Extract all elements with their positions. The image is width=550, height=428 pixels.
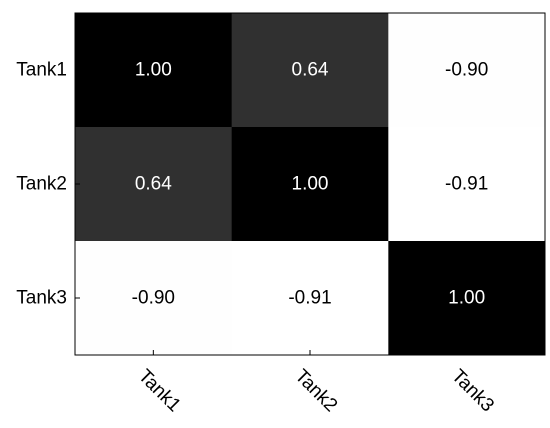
y-axis-ticks: Tank1 Tank2 Tank3 xyxy=(16,60,80,309)
y-tick-label-tank2: Tank2 xyxy=(16,174,67,195)
x-axis-ticks: Tank1 Tank2 Tank3 xyxy=(134,350,498,416)
cell-value-label: 0.64 xyxy=(135,174,172,195)
cell-value-label: 1.00 xyxy=(448,288,485,309)
heatmap-cell-labels: 1.00 0.64 -0.90 0.64 1.00 -0.91 -0.90 -0.91 1.00 xyxy=(132,60,489,309)
cell-value-label: -0.91 xyxy=(288,288,331,309)
heatmap-cell-tank1-tank2 xyxy=(231,13,389,128)
cell-value-label: 1.00 xyxy=(292,174,329,195)
heatmap-cells xyxy=(75,13,546,356)
heatmap-cell-tank2-tank2 xyxy=(231,127,389,242)
y-tick-label-tank3: Tank3 xyxy=(16,288,67,309)
cell-value-label: 0.64 xyxy=(292,60,329,81)
x-tick-label-tank3: Tank3 xyxy=(447,366,498,417)
cell-value-label: -0.91 xyxy=(445,174,488,195)
heatmap-cell-tank3-tank3 xyxy=(388,241,546,356)
heatmap-cell-tank1-tank1 xyxy=(75,13,233,128)
x-tick-label-tank2: Tank2 xyxy=(291,366,342,417)
heatmap-cell-tank2-tank1 xyxy=(75,127,233,242)
cell-value-label: -0.90 xyxy=(445,60,488,81)
heatmap-cell-tank3-tank2 xyxy=(231,241,389,356)
y-tick-label-tank1: Tank1 xyxy=(16,60,67,81)
cell-value-label: -0.90 xyxy=(132,288,175,309)
x-tick-label-tank1: Tank1 xyxy=(134,366,185,417)
heatmap-cell-tank1-tank3 xyxy=(388,13,546,128)
cell-value-label: 1.00 xyxy=(135,60,172,81)
heatmap-cell-tank3-tank1 xyxy=(75,241,233,356)
heatmap-cell-tank2-tank3 xyxy=(388,127,546,242)
